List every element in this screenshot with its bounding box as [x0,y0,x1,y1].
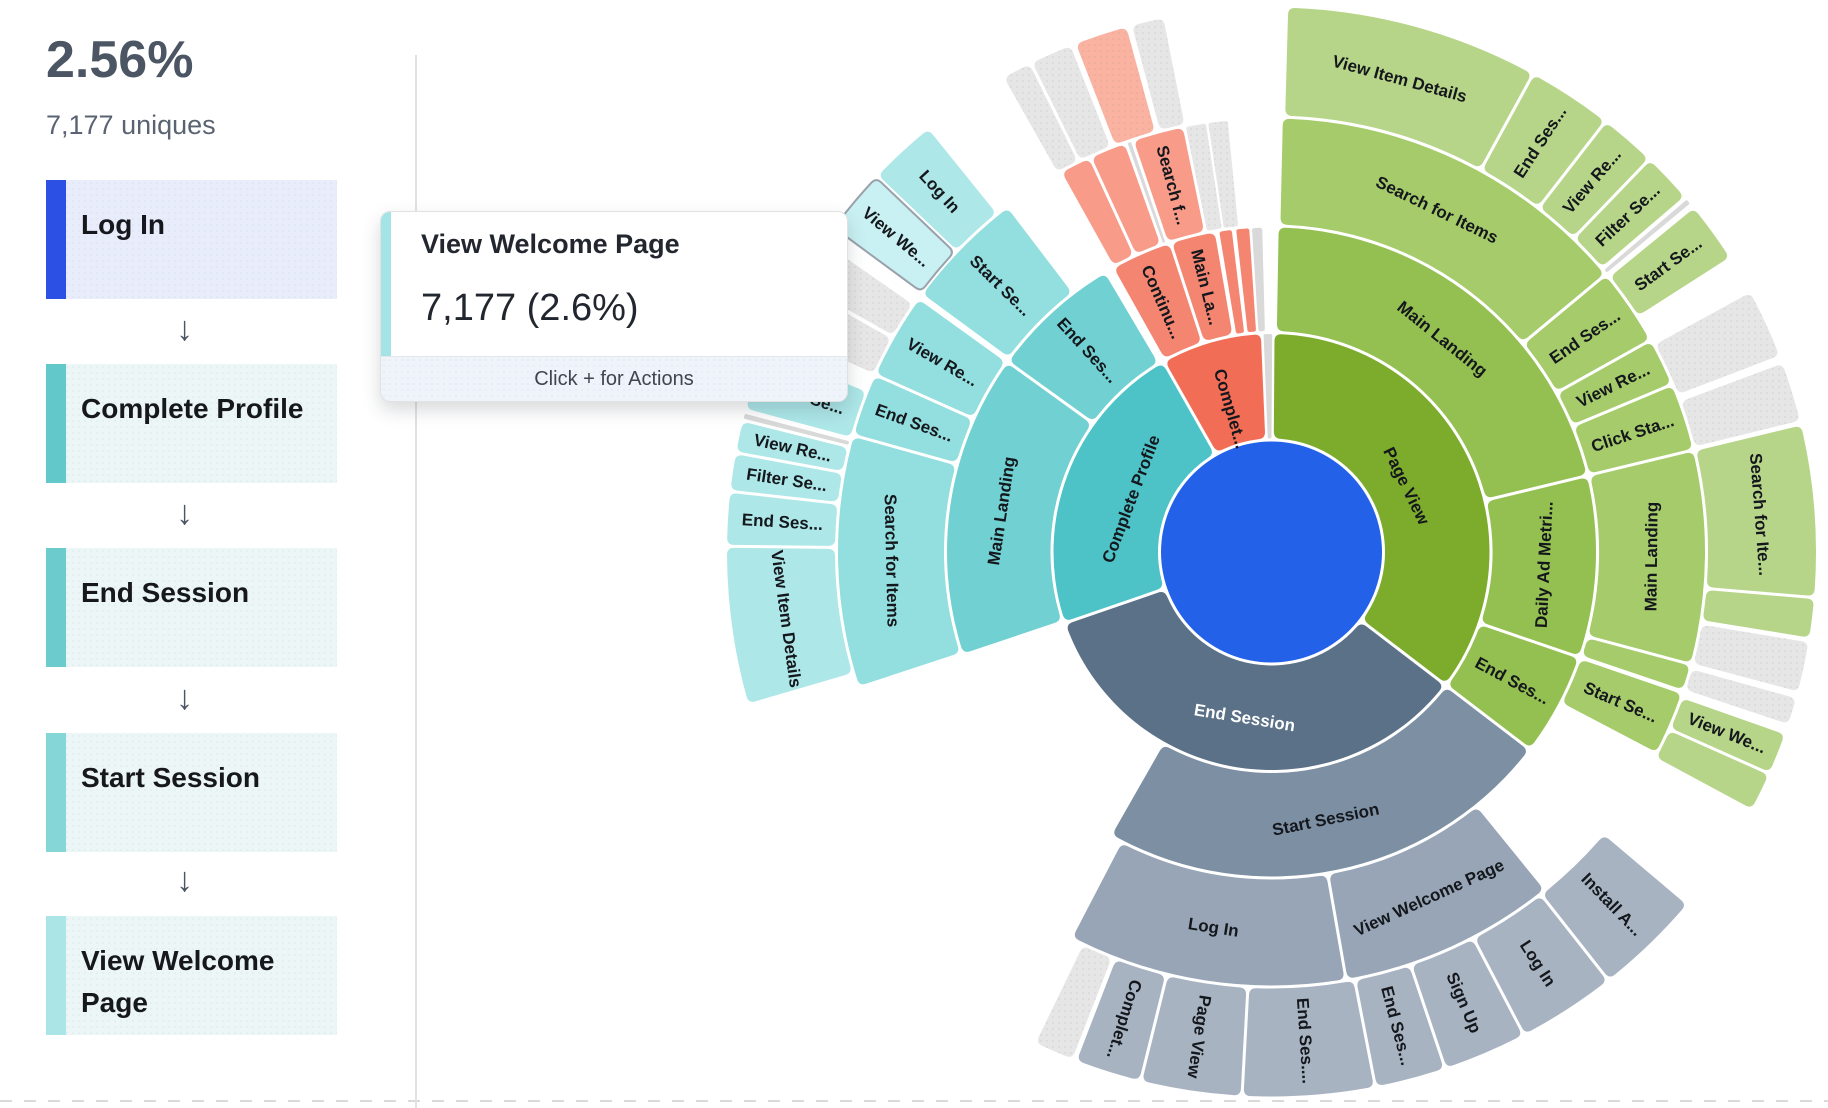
svg-text:End Ses...: End Ses... [741,510,823,534]
svg-text:Main Landing: Main Landing [1641,502,1661,612]
svg-text:Search for Items: Search for Items [881,494,903,628]
